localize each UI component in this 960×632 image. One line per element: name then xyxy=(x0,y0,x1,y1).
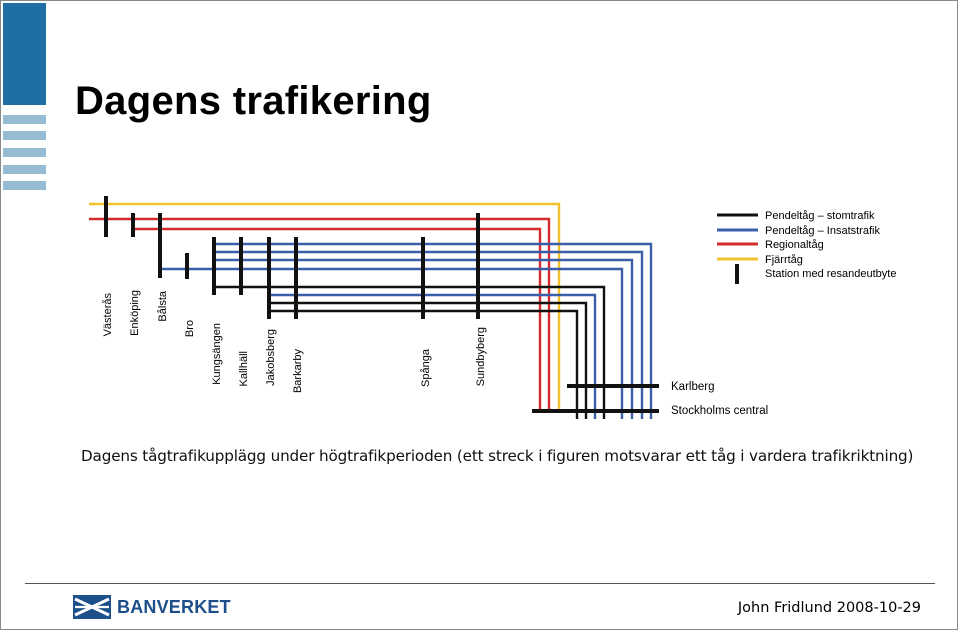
station-label: Kallhäll xyxy=(238,351,250,386)
train-routes xyxy=(89,202,653,419)
legend-label: Pendeltåg – stomtrafik xyxy=(765,210,875,222)
legend-label: Pendeltåg – Insatstrafik xyxy=(765,225,880,237)
station-label: Spånga xyxy=(420,348,432,387)
route-line xyxy=(89,202,561,411)
accent-stripe xyxy=(3,115,46,124)
station-label: Västerås xyxy=(102,293,114,337)
legend-label: Regionaltåg xyxy=(765,239,824,251)
station-labels: Västerås Enköping Bålsta Bro Kungsängen Kallh… xyxy=(102,290,768,417)
station-ticks xyxy=(104,196,659,413)
station-label: Sundbyberg xyxy=(475,327,487,386)
logo-text: BANVERKET xyxy=(117,596,231,617)
route-line xyxy=(267,309,579,419)
station-label: Barkarby xyxy=(292,349,304,394)
accent-stripe xyxy=(3,148,46,157)
route-line xyxy=(161,267,624,419)
footer-divider xyxy=(25,583,935,584)
route-line xyxy=(89,217,551,411)
route-line xyxy=(215,285,606,419)
author-date: John Fridlund 2008-10-29 xyxy=(737,600,921,616)
banverket-logo: BANVERKET xyxy=(73,595,231,619)
station-label: Bålsta xyxy=(157,290,169,321)
accent-stripe xyxy=(3,165,46,174)
terminal-label: Karlberg xyxy=(671,381,714,393)
slide-title: Dagens trafikering xyxy=(75,79,432,123)
track-diagram: Västerås Enköping Bålsta Bro Kungsängen Kallh… xyxy=(89,196,896,419)
legend: Pendeltåg – stomtrafik Pendeltåg – Insats… xyxy=(717,210,896,284)
station-label: Kungsängen xyxy=(211,323,223,385)
route-line xyxy=(215,250,644,419)
route-line xyxy=(131,227,542,411)
banverket-emblem-icon xyxy=(73,595,111,619)
accent-stripe xyxy=(3,131,46,140)
station-label: Bro xyxy=(184,320,196,337)
route-line xyxy=(215,258,634,419)
diagram-caption: Dagens tågtrafikupplägg under högtrafikp… xyxy=(81,447,914,465)
route-line xyxy=(267,293,597,419)
station-label: Enköping xyxy=(129,290,141,336)
station-label: Jakobsberg xyxy=(265,329,277,386)
terminal-label: Stockholms central xyxy=(671,405,768,417)
legend-label: Fjärrtåg xyxy=(765,254,803,266)
route-line xyxy=(215,242,653,419)
legend-label: Station med resandeutbyte xyxy=(765,268,896,280)
accent-block xyxy=(3,3,46,105)
route-line xyxy=(267,301,588,419)
accent-stripe xyxy=(3,181,46,190)
